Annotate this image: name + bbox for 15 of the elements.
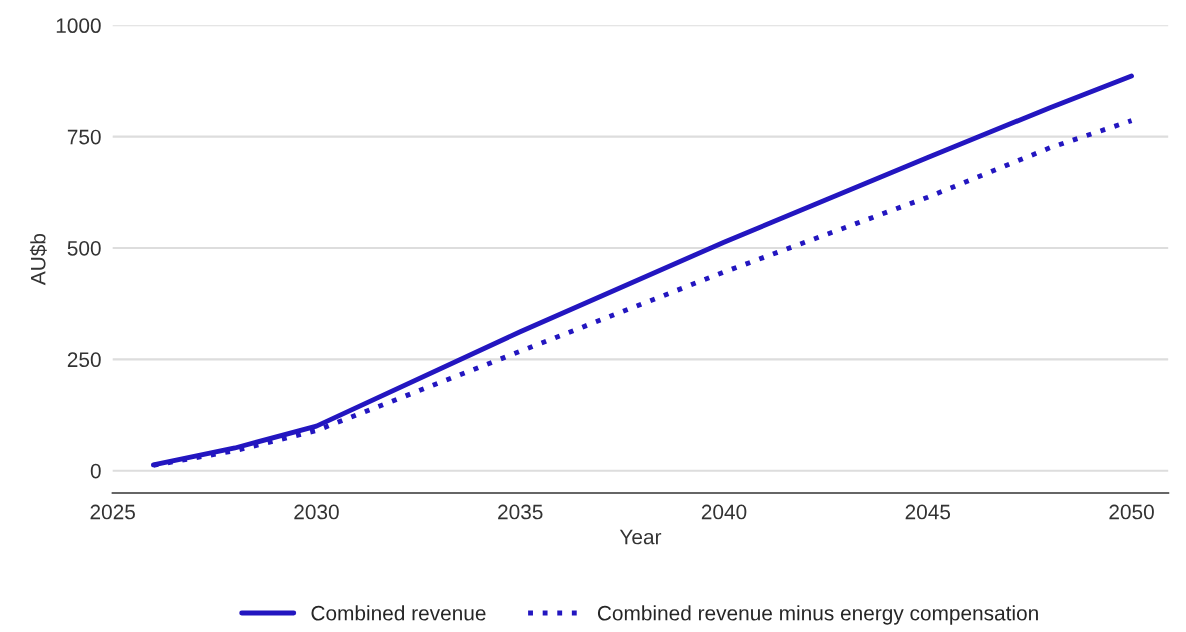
y-axis-title: AU$b — [29, 233, 47, 286]
y-tick-label: 250 — [67, 352, 101, 368]
legend-label: Combined revenue minus energy compensation — [597, 605, 1038, 625]
y-tick-label: 500 — [67, 240, 101, 256]
x-axis-title: Year — [619, 529, 662, 545]
x-tick-label: 2040 — [701, 504, 747, 520]
y-tick-label: 750 — [67, 129, 101, 145]
x-tick-label: 2050 — [1109, 504, 1154, 520]
x-tick-label: 2045 — [905, 504, 951, 520]
legend-label: Combined revenue — [311, 605, 486, 621]
x-tick-label: 2025 — [90, 504, 135, 520]
x-tick-label: 2030 — [294, 504, 339, 520]
y-tick-label: 0 — [90, 463, 101, 479]
x-tick-label: 2035 — [498, 504, 543, 520]
y-tick-label: 1000 — [56, 18, 101, 34]
